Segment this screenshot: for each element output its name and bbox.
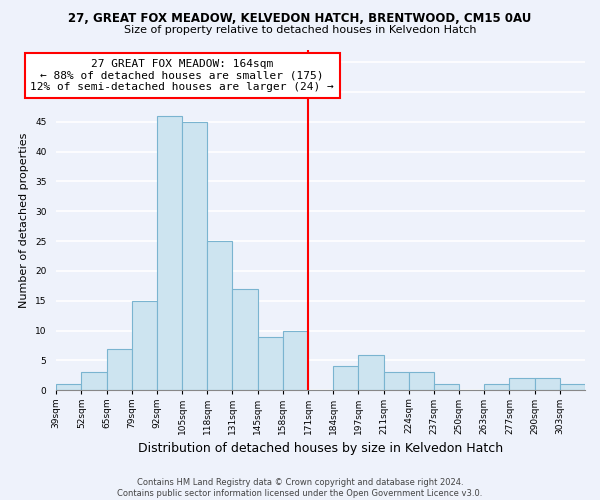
Bar xyxy=(207,241,232,390)
Bar xyxy=(333,366,358,390)
Bar xyxy=(157,116,182,390)
Bar xyxy=(82,372,107,390)
Bar xyxy=(560,384,585,390)
Bar xyxy=(257,336,283,390)
Bar xyxy=(434,384,459,390)
Bar xyxy=(484,384,509,390)
Bar xyxy=(509,378,535,390)
Text: Contains HM Land Registry data © Crown copyright and database right 2024.
Contai: Contains HM Land Registry data © Crown c… xyxy=(118,478,482,498)
Bar xyxy=(358,354,383,390)
Bar xyxy=(535,378,560,390)
X-axis label: Distribution of detached houses by size in Kelvedon Hatch: Distribution of detached houses by size … xyxy=(138,442,503,455)
Bar xyxy=(409,372,434,390)
Y-axis label: Number of detached properties: Number of detached properties xyxy=(19,132,29,308)
Bar xyxy=(182,122,207,390)
Text: 27 GREAT FOX MEADOW: 164sqm
← 88% of detached houses are smaller (175)
12% of se: 27 GREAT FOX MEADOW: 164sqm ← 88% of det… xyxy=(30,59,334,92)
Text: 27, GREAT FOX MEADOW, KELVEDON HATCH, BRENTWOOD, CM15 0AU: 27, GREAT FOX MEADOW, KELVEDON HATCH, BR… xyxy=(68,12,532,26)
Bar xyxy=(383,372,409,390)
Bar xyxy=(132,301,157,390)
Bar xyxy=(107,348,132,391)
Bar xyxy=(232,289,257,390)
Bar xyxy=(56,384,82,390)
Text: Size of property relative to detached houses in Kelvedon Hatch: Size of property relative to detached ho… xyxy=(124,25,476,35)
Bar xyxy=(283,330,308,390)
